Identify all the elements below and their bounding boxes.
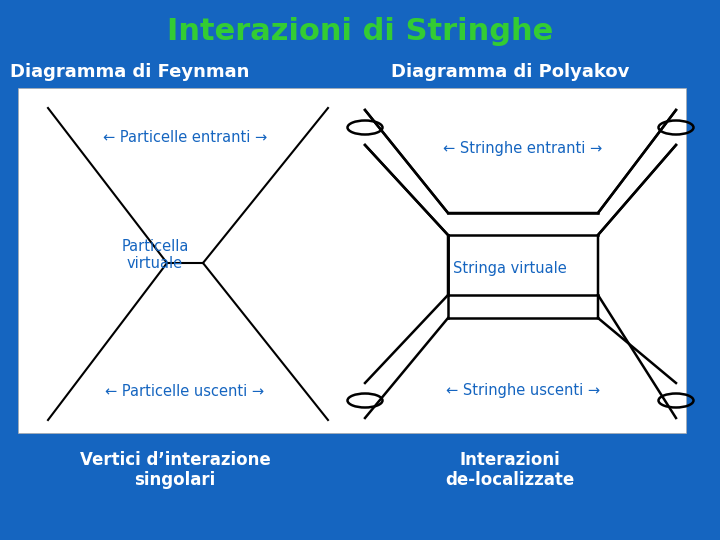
Bar [18, 88, 686, 433]
Text: ← Stringhe entranti →: ← Stringhe entranti → [444, 140, 603, 156]
Text: ← Particelle entranti →: ← Particelle entranti → [103, 131, 267, 145]
Text: Stringa virtuale: Stringa virtuale [453, 260, 567, 275]
Text: Diagramma di Polyakov: Diagramma di Polyakov [391, 63, 629, 81]
Text: Interazioni di Stringhe: Interazioni di Stringhe [167, 17, 553, 46]
Text: ← Particelle uscenti →: ← Particelle uscenti → [105, 384, 264, 400]
Text: Vertici d’interazione
singolari: Vertici d’interazione singolari [80, 450, 271, 489]
Text: Diagramma di Feynman: Diagramma di Feynman [10, 63, 250, 81]
Text: ← Stringhe uscenti →: ← Stringhe uscenti → [446, 382, 600, 397]
Text: Particella
virtuale: Particella virtuale [121, 239, 189, 271]
Text: Interazioni
de-localizzate: Interazioni de-localizzate [446, 450, 575, 489]
